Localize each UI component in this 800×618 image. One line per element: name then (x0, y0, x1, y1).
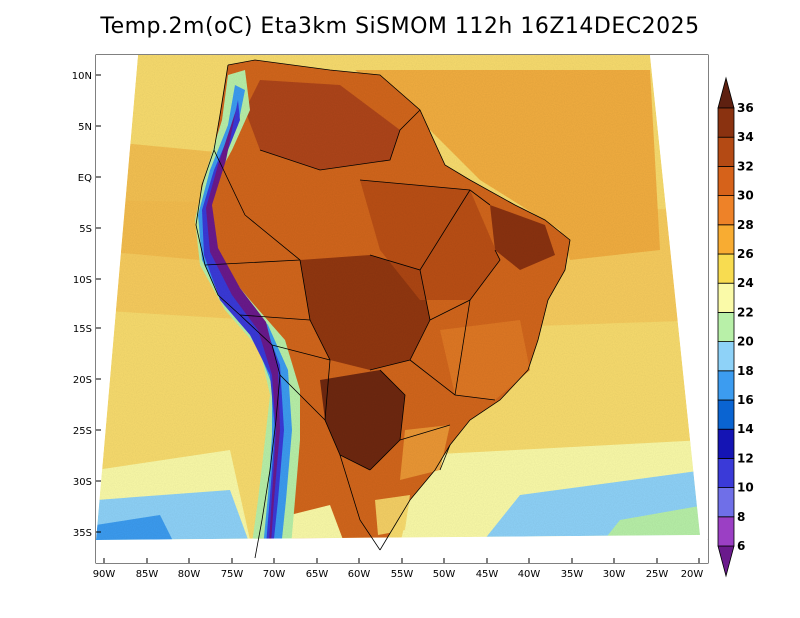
colorbar-label: 28 (737, 218, 754, 232)
lon-label: 45W (476, 569, 499, 580)
outside-domain-bottom (96, 535, 708, 563)
lat-label: 20S (73, 375, 92, 386)
lat-label: 5N (78, 122, 92, 133)
colorbar-segment (717, 457, 735, 488)
lat-label: 5S (79, 224, 92, 235)
lon-label: 60W (348, 569, 371, 580)
lat-label: 25S (73, 426, 92, 437)
lat-label: 15S (73, 324, 92, 335)
colorbar-label: 30 (737, 189, 754, 203)
andean-borders (204, 149, 331, 421)
colorbar-segment (717, 428, 735, 459)
colorbar-label: 22 (737, 305, 754, 319)
outside-domain-left (96, 55, 138, 540)
colorbar-segment (717, 341, 735, 372)
lat-label: 10S (73, 275, 92, 286)
colorbar-segment (717, 282, 735, 313)
lon-label: 30W (603, 569, 626, 580)
lon-label: 40W (518, 569, 541, 580)
colorbar-label: 8 (737, 510, 745, 524)
lon-label: 75W (221, 569, 244, 580)
outside-domain-right (650, 55, 708, 540)
lat-label: 30S (73, 477, 92, 488)
colorbar-label: 16 (737, 393, 754, 407)
lon-label: 80W (178, 569, 201, 580)
axis-ticks (96, 74, 700, 563)
latitude-labels: 10N 5N EQ 5S 10S 15S 20S 25S 30S 35S (72, 71, 92, 539)
argentina-borders (339, 369, 406, 551)
colorbar-segment (717, 136, 735, 167)
lon-label: 90W (93, 569, 116, 580)
colorbar-segment (717, 399, 735, 430)
colorbar-segment (717, 516, 735, 547)
lon-label: 35W (561, 569, 584, 580)
lon-label: 65W (306, 569, 329, 580)
brazil-border-north (259, 109, 421, 171)
colorbar-segment (717, 107, 735, 138)
map-title: Temp.2m(oC) Eta3km SiSMOM 112h 16Z14DEC2… (100, 14, 700, 39)
lon-label: 20W (681, 569, 704, 580)
colorbar-label: 6 (737, 539, 745, 553)
colorbar-label: 18 (737, 364, 754, 378)
lon-label: 70W (263, 569, 286, 580)
lon-label: 85W (136, 569, 159, 580)
lon-label: 55W (391, 569, 414, 580)
colorbar-segment (717, 253, 735, 284)
colorbar-min-arrow (717, 545, 735, 578)
colorbar-segment (717, 165, 735, 196)
borders-layer (195, 59, 571, 559)
colorbar-label: 34 (737, 130, 754, 144)
colorbar: 6 8 10 12 14 16 18 20 22 24 26 28 30 32 34 36 (717, 76, 754, 578)
colorbar-label: 14 (737, 422, 754, 436)
lat-label: EQ (78, 173, 92, 184)
lon-label: 25W (646, 569, 669, 580)
colorbar-label: 12 (737, 451, 754, 465)
colorbar-segment (717, 370, 735, 401)
colorbar-label: 32 (737, 159, 754, 173)
pacific-coastline (195, 64, 281, 559)
colorbar-label: 24 (737, 276, 754, 290)
colorbar-label: 10 (737, 481, 754, 495)
colorbar-label: 26 (737, 247, 754, 261)
colorbar-segment (717, 487, 735, 518)
colorbar-label: 36 (737, 101, 754, 115)
lat-label: 10N (72, 71, 92, 82)
colorbar-segment (717, 311, 735, 342)
colorbar-segment (717, 195, 735, 226)
colorbar-segment (717, 224, 735, 255)
lon-label: 50W (433, 569, 456, 580)
temperature-field (96, 55, 700, 540)
longitude-labels: 90W 85W 80W 75W 70W 65W 60W 55W 50W 45W … (93, 569, 704, 580)
lat-label: 35S (73, 528, 92, 539)
colorbar-label: 20 (737, 335, 754, 349)
brazil-states (359, 179, 501, 471)
field-texture (96, 55, 700, 540)
colorbar-max-arrow (717, 76, 735, 109)
coastline (227, 59, 571, 551)
